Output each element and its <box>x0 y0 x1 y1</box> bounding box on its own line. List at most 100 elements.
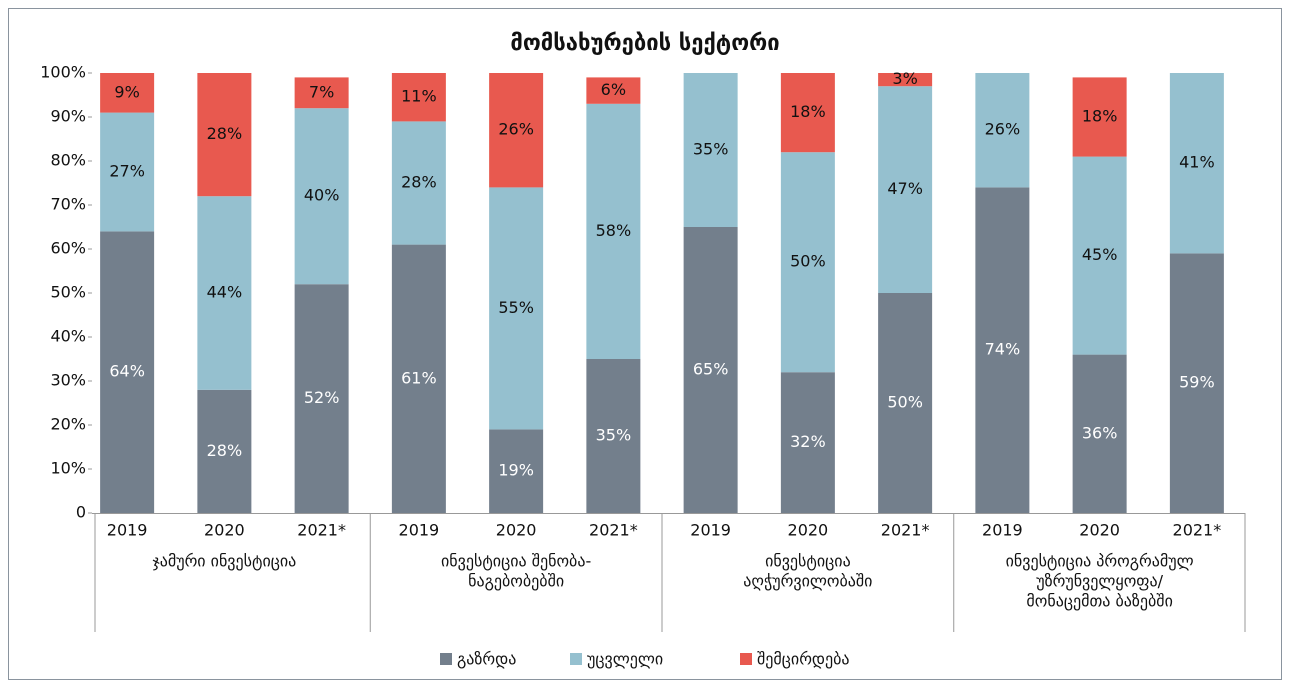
data-label: 74% <box>985 340 1021 359</box>
data-label: 45% <box>1082 245 1118 264</box>
bar-segment <box>878 293 933 513</box>
bar-segment <box>1169 73 1224 254</box>
data-label: 19% <box>498 461 534 480</box>
data-label: 44% <box>207 283 243 302</box>
y-tick-label: 30% <box>50 371 86 390</box>
bar-segment <box>878 86 933 293</box>
bar-segment <box>586 77 641 104</box>
group-label: უზრუნველყოფა/ <box>1036 572 1163 591</box>
x-tick-label: 2020 <box>496 521 537 540</box>
data-label: 65% <box>693 360 729 379</box>
legend-swatch <box>440 653 452 665</box>
data-label: 26% <box>985 120 1021 139</box>
bar-segment <box>780 73 835 153</box>
legend-swatch <box>740 653 752 665</box>
bar-segment <box>294 284 349 513</box>
x-tick-label: 2019 <box>982 521 1023 540</box>
data-label: 50% <box>790 252 826 271</box>
bar-segment <box>100 231 155 513</box>
group-label: ჯამური ინვესტიცია <box>152 552 296 571</box>
data-label: 58% <box>596 221 632 240</box>
y-tick-label: 40% <box>50 327 86 346</box>
data-label: 26% <box>498 120 534 139</box>
bar-segment <box>294 77 349 109</box>
x-tick-label: 2019 <box>107 521 148 540</box>
data-label: 28% <box>207 124 243 143</box>
data-label: 28% <box>207 441 243 460</box>
bar-segment <box>294 108 349 285</box>
data-label: 59% <box>1179 373 1215 392</box>
group-label: ინვესტიცია პროგრამულ <box>1006 552 1194 571</box>
data-label: 9% <box>114 82 139 101</box>
x-tick-label: 2020 <box>1079 521 1120 540</box>
data-label: 36% <box>1082 423 1118 442</box>
data-label: 47% <box>887 179 923 198</box>
data-label: 35% <box>693 140 729 159</box>
x-tick-label: 2019 <box>399 521 440 540</box>
bar-segment <box>683 73 738 227</box>
x-tick-label: 2021* <box>1173 521 1222 540</box>
y-tick-label: 0 <box>76 503 86 522</box>
data-label: 28% <box>401 173 437 192</box>
data-label: 18% <box>1082 107 1118 126</box>
x-tick-label: 2021* <box>297 521 346 540</box>
data-label: 6% <box>601 80 626 99</box>
group-label: მონაცემთა ბაზებში <box>1026 592 1172 611</box>
group-label: ნაგებობებში <box>468 572 564 591</box>
bar-segment <box>780 152 835 373</box>
chart-title: მომსახურების სექტორი <box>510 31 779 56</box>
data-label: 61% <box>401 368 437 387</box>
bar-segment <box>975 73 1030 188</box>
x-tick-label: 2021* <box>589 521 638 540</box>
data-label: 50% <box>887 393 923 412</box>
bar-segment <box>683 227 738 513</box>
data-label: 3% <box>892 69 917 88</box>
bar-segment <box>197 389 252 513</box>
x-tick-label: 2019 <box>690 521 731 540</box>
x-tick-label: 2020 <box>788 521 829 540</box>
bar-segment <box>1072 156 1127 355</box>
bar-segment <box>489 73 544 188</box>
bar-segment <box>391 73 446 122</box>
bar-segment <box>100 112 155 232</box>
bar-segment <box>489 187 544 430</box>
bar-segment <box>197 73 252 197</box>
bar-segment <box>1072 354 1127 513</box>
data-label: 11% <box>401 87 437 106</box>
y-tick-label: 80% <box>50 151 86 170</box>
x-tick-label: 2020 <box>204 521 245 540</box>
x-tick-label: 2021* <box>881 521 930 540</box>
group-label: ინვესტიცია <box>765 552 851 571</box>
bar-segment <box>586 103 641 359</box>
bar-segment <box>197 196 252 390</box>
group-label: ინვესტიცია შენობა- <box>441 552 591 571</box>
y-tick-label: 20% <box>50 415 86 434</box>
y-tick-label: 50% <box>50 283 86 302</box>
legend-swatch <box>570 653 582 665</box>
bar-segment <box>489 429 544 513</box>
bar-segment <box>100 73 155 113</box>
data-label: 64% <box>109 362 145 381</box>
group-label: აღჭურვილობაში <box>743 572 872 591</box>
bar-segment <box>878 73 933 87</box>
bar-segment <box>975 187 1030 513</box>
bar-segment <box>1072 77 1127 157</box>
bar-segment <box>391 121 446 245</box>
legend-label: უცვლელი <box>587 650 663 669</box>
data-label: 7% <box>309 82 334 101</box>
data-label: 52% <box>304 388 340 407</box>
data-label: 27% <box>109 162 145 181</box>
bar-segment <box>1169 253 1224 513</box>
data-label: 35% <box>596 426 632 445</box>
y-tick-label: 90% <box>50 107 86 126</box>
bar-segment <box>780 372 835 513</box>
bar-segment <box>391 244 446 513</box>
data-label: 32% <box>790 432 826 451</box>
data-label: 18% <box>790 102 826 121</box>
bar-segment <box>586 359 641 513</box>
y-tick-label: 60% <box>50 239 86 258</box>
data-label: 41% <box>1179 153 1215 172</box>
data-label: 40% <box>304 186 340 205</box>
